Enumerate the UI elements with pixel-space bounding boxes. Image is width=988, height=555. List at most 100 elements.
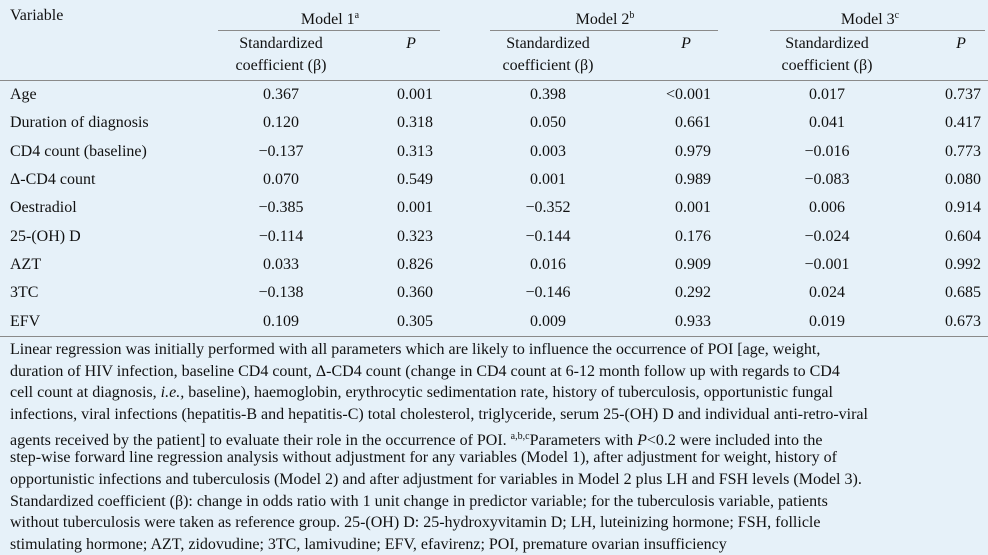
- footnote-text: baseline), haemoglobin, erythrocytic sed…: [184, 384, 833, 402]
- beta-value: −0.352: [525, 199, 571, 217]
- beta-value: −0.146: [525, 284, 571, 302]
- beta-value: 0.120: [263, 114, 299, 132]
- p-value: 0.979: [675, 142, 711, 160]
- beta-value: 0.033: [263, 256, 299, 274]
- footnote-text: duration of HIV infection, baseline CD4 …: [10, 362, 840, 380]
- subheader-beta: coefficient (β): [235, 57, 327, 74]
- beta-value: 0.050: [530, 114, 566, 132]
- p-value: 0.305: [397, 312, 433, 330]
- p-value: 0.323: [397, 227, 433, 245]
- beta-value: 0.024: [809, 284, 845, 302]
- row-label: Duration of diagnosis: [10, 114, 149, 132]
- beta-value: 0.041: [809, 114, 845, 132]
- p-value: 0.737: [945, 86, 981, 103]
- model-name: Model 1: [300, 11, 355, 28]
- row-label: Δ-CD4 count: [10, 171, 96, 189]
- subheader-beta: coefficient (β): [781, 57, 873, 74]
- row-label: AZT: [10, 256, 42, 274]
- footnote-text: P: [637, 431, 647, 449]
- header-rule: [490, 30, 718, 31]
- p-value: 0.673: [945, 312, 981, 330]
- model-superscript: a: [354, 10, 360, 21]
- model-header: Model 3c: [841, 6, 899, 30]
- model-superscript: b: [629, 10, 635, 21]
- model-header: Model 1a: [301, 6, 359, 30]
- beta-value: −0.001: [804, 256, 850, 274]
- p-value: 0.909: [675, 256, 711, 274]
- beta-value: 0.367: [263, 86, 299, 103]
- beta-value: −0.016: [804, 142, 850, 160]
- footnote-text: without tuberculosis were taken as refer…: [10, 514, 821, 532]
- p-value: 0.360: [397, 284, 433, 302]
- beta-value: −0.138: [258, 284, 304, 302]
- p-value: 0.549: [397, 171, 433, 189]
- footnote-text: i.e.,: [160, 384, 185, 402]
- footnote-text: opportunistic infections and tuberculosi…: [10, 470, 862, 488]
- footnote-text: a,b,c: [510, 430, 530, 442]
- p-value: 0.992: [945, 256, 981, 274]
- p-value: 0.661: [675, 114, 711, 132]
- footnote-line: step-wise forward line regression analys…: [10, 448, 837, 468]
- footnote-line: agents received by the patient] to evalu…: [10, 427, 823, 451]
- footnote-text: Linear regression was initially performe…: [10, 341, 821, 358]
- footnote-line: infections, viral infections (hepatitis-…: [10, 405, 868, 425]
- footnote-text: step-wise forward line regression analys…: [10, 449, 837, 467]
- beta-value: 0.003: [530, 142, 566, 160]
- beta-value: 0.016: [530, 256, 566, 274]
- model-name: Model 2: [575, 11, 630, 28]
- row-label: Age: [10, 86, 37, 103]
- subheader-beta: Standardized: [785, 35, 869, 52]
- row-label: Oestradiol: [10, 199, 77, 217]
- subheader-p: P: [681, 35, 691, 52]
- p-value: 0.313: [397, 142, 433, 160]
- row-label: 3TC: [10, 284, 39, 302]
- p-value: 0.001: [397, 199, 433, 217]
- body-rule: [0, 336, 988, 337]
- p-value: 0.685: [945, 284, 981, 302]
- p-value: 0.292: [675, 284, 711, 302]
- header-cell: Variable: [10, 7, 64, 24]
- footnote-line: cell count at diagnosis, i.e., baseline)…: [10, 383, 833, 403]
- model-name: Model 3: [840, 11, 895, 28]
- p-value: 0.604: [945, 227, 981, 245]
- p-value: 0.080: [945, 171, 981, 189]
- p-value: 0.001: [397, 86, 433, 103]
- row-label: CD4 count (baseline): [10, 142, 147, 160]
- footnote-text: agents received by the patient] to evalu…: [10, 431, 511, 449]
- footnote-text: <0.2 were included into the: [646, 431, 823, 449]
- p-value: <0.001: [665, 86, 711, 103]
- beta-value: −0.024: [804, 227, 850, 245]
- p-value: 0.318: [397, 114, 433, 132]
- beta-value: −0.083: [804, 171, 850, 189]
- footnote-text: cell count at diagnosis,: [10, 384, 161, 402]
- subheader-p: P: [406, 35, 416, 52]
- beta-value: 0.009: [530, 312, 566, 330]
- beta-value: 0.001: [530, 171, 566, 189]
- header-rule: [218, 30, 440, 31]
- footnote-line: Linear regression was initially performe…: [10, 340, 820, 360]
- subheader-beta: Standardized: [506, 35, 590, 52]
- beta-value: −0.144: [525, 227, 571, 245]
- subheader-beta: coefficient (β): [502, 57, 594, 74]
- beta-value: 0.070: [263, 171, 299, 189]
- beta-value: 0.109: [263, 312, 299, 330]
- beta-value: 0.398: [530, 86, 566, 103]
- p-value: 0.417: [945, 114, 981, 132]
- footnote-text: stimulating hormone; AZT, zidovudine; 3T…: [10, 535, 727, 553]
- beta-value: −0.114: [258, 227, 304, 245]
- header-rule: [770, 30, 985, 31]
- footnote-line: opportunistic infections and tuberculosi…: [10, 470, 862, 490]
- subheader-beta: Standardized: [239, 35, 323, 52]
- beta-value: −0.137: [258, 142, 304, 160]
- model-header: Model 2b: [576, 6, 635, 30]
- footnote-text: Parameters with: [529, 431, 638, 449]
- p-value: 0.826: [397, 256, 433, 274]
- footnote-line: duration of HIV infection, baseline CD4 …: [10, 362, 840, 382]
- footnote-line: without tuberculosis were taken as refer…: [10, 513, 820, 533]
- footnote-text: infections, viral infections (hepatitis-…: [10, 405, 868, 423]
- header-rule: [0, 80, 988, 81]
- beta-value: 0.017: [809, 86, 845, 103]
- beta-value: 0.019: [809, 312, 845, 330]
- p-value: 0.933: [675, 312, 711, 330]
